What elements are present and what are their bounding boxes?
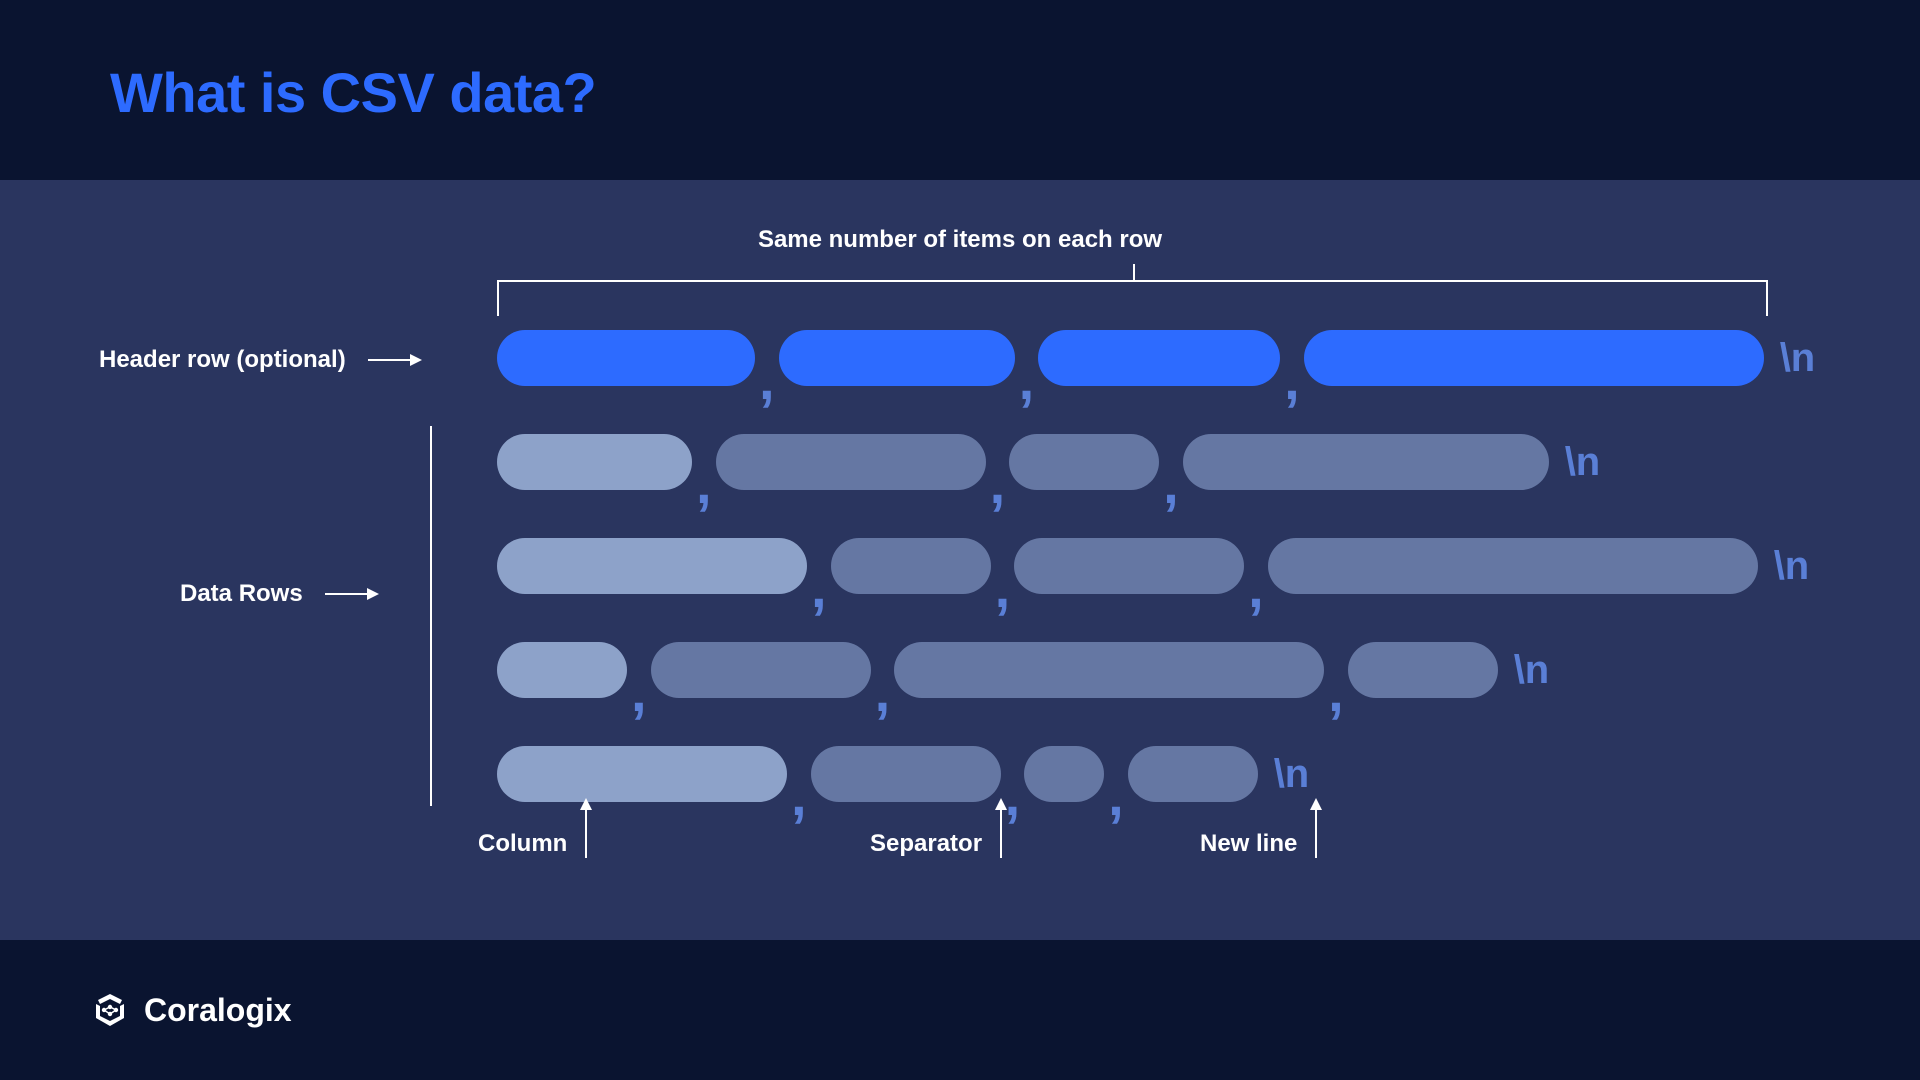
data-rows-label-text: Data Rows xyxy=(180,580,303,608)
data-row: ,,,\n xyxy=(497,434,1797,490)
header-row: ,,,\n xyxy=(497,330,1797,386)
pill xyxy=(651,642,871,698)
separator-glyph: , xyxy=(791,768,807,824)
pill xyxy=(831,538,991,594)
page-title: What is CSV data? xyxy=(110,60,1920,125)
header-row-label-text: Header row (optional) xyxy=(99,346,346,374)
separator-glyph: , xyxy=(995,560,1011,616)
pill xyxy=(1024,746,1104,802)
pill xyxy=(1183,434,1549,490)
separator-glyph: , xyxy=(1108,768,1124,824)
newline-glyph: \n xyxy=(1274,752,1310,797)
pill xyxy=(779,330,1015,386)
separator-label-text: Separator xyxy=(870,830,982,858)
separator-glyph: , xyxy=(1284,352,1300,408)
data-row: ,,,\n xyxy=(497,538,1797,594)
data-rows-vbar xyxy=(430,426,432,806)
pill xyxy=(811,746,1001,802)
pill xyxy=(1009,434,1159,490)
footer-bar: Coralogix xyxy=(0,940,1920,1080)
arrow-right-icon xyxy=(368,359,420,361)
newline-glyph: \n xyxy=(1774,544,1810,589)
pill xyxy=(497,538,807,594)
column-label-text: Column xyxy=(478,830,567,858)
separator-glyph: , xyxy=(696,456,712,512)
pill xyxy=(1304,330,1764,386)
bottom-label-separator: Separator xyxy=(870,800,1002,858)
separator-glyph: , xyxy=(875,664,891,720)
data-row: ,,,\n xyxy=(497,746,1797,802)
arrow-up-icon xyxy=(1315,800,1317,858)
diagram-area: Same number of items on each row Header … xyxy=(0,180,1920,940)
pill xyxy=(497,642,627,698)
pill xyxy=(1014,538,1244,594)
bottom-label-column: Column xyxy=(478,800,587,858)
pill xyxy=(894,642,1324,698)
data-rows-label: Data Rows xyxy=(180,580,377,608)
arrow-up-icon xyxy=(1000,800,1002,858)
rows-area: ,,,\n,,,\n,,,\n,,,\n,,,\n xyxy=(497,330,1797,850)
arrow-right-icon xyxy=(325,593,377,595)
header-row-label: Header row (optional) xyxy=(99,346,420,374)
separator-glyph: , xyxy=(1163,456,1179,512)
bottom-label-newline: New line xyxy=(1200,800,1317,858)
separator-glyph: , xyxy=(631,664,647,720)
top-caption: Same number of items on each row xyxy=(0,226,1920,254)
pill xyxy=(1348,642,1498,698)
separator-glyph: , xyxy=(1019,352,1035,408)
pill xyxy=(1038,330,1280,386)
newline-glyph: \n xyxy=(1780,336,1816,381)
separator-glyph: , xyxy=(759,352,775,408)
pill xyxy=(1268,538,1758,594)
newline-glyph: \n xyxy=(1514,648,1550,693)
pill xyxy=(1128,746,1258,802)
pill xyxy=(716,434,986,490)
brand-name: Coralogix xyxy=(144,992,292,1029)
brand-logo-icon xyxy=(90,990,130,1030)
separator-glyph: , xyxy=(811,560,827,616)
separator-glyph: , xyxy=(990,456,1006,512)
header-bar: What is CSV data? xyxy=(0,0,1920,180)
top-bracket xyxy=(497,280,1768,316)
data-row: ,,,\n xyxy=(497,642,1797,698)
separator-glyph: , xyxy=(1328,664,1344,720)
pill xyxy=(497,746,787,802)
pill xyxy=(497,330,755,386)
newline-label-text: New line xyxy=(1200,830,1297,858)
separator-glyph: , xyxy=(1005,768,1021,824)
arrow-up-icon xyxy=(585,800,587,858)
separator-glyph: , xyxy=(1248,560,1264,616)
pill xyxy=(497,434,692,490)
newline-glyph: \n xyxy=(1565,440,1601,485)
